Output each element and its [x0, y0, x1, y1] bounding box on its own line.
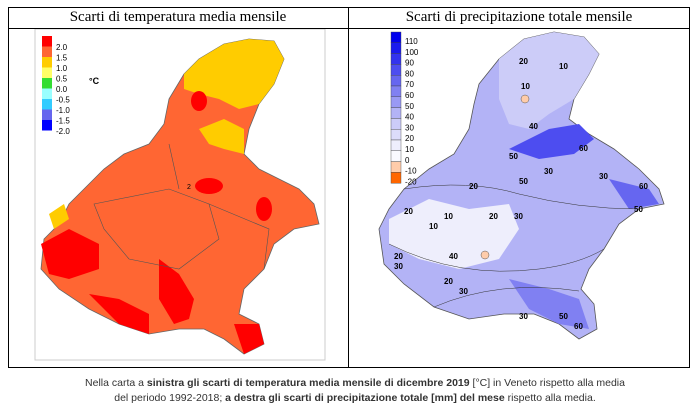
legend-swatch	[390, 64, 402, 76]
legend-swatch	[42, 99, 52, 110]
map-label: 2	[187, 184, 191, 191]
legend-label: 30	[405, 123, 414, 132]
caption-text: Nella carta a	[85, 377, 147, 389]
caption: Nella carta a sinistra gli scarti di tem…	[30, 376, 680, 406]
warm-zone-north	[184, 39, 284, 109]
caption-text: [°C] in Veneto rispetto alla media	[469, 377, 625, 389]
legend-label: 1.0	[56, 64, 68, 73]
table-right-border	[689, 7, 690, 368]
legend-label: 110	[405, 37, 418, 46]
temperature-map: 2 2.0 1.51.0 0.50.0 -0.5-1.0 -1.5-2.0 °C	[34, 29, 326, 361]
caption-line-2: del periodo 1992-2018; a destra gli scar…	[30, 391, 680, 406]
legend-swatch	[390, 107, 402, 119]
contour-label: 60	[574, 322, 583, 331]
legend-label: 1.5	[56, 54, 68, 63]
legend-swatch	[42, 109, 52, 120]
legend-label: -2.0	[56, 127, 70, 136]
contour-label: 60	[639, 182, 648, 191]
contour-label: 40	[529, 122, 538, 131]
legend-swatch	[42, 67, 52, 78]
contour-label: 20	[489, 212, 498, 221]
legend-swatch	[390, 75, 402, 87]
legend-label: 80	[405, 69, 414, 78]
contour-label: 30	[599, 172, 608, 181]
contour-label: 30	[394, 262, 403, 271]
temperature-map-panel: 2 2.0 1.5 1.0 0.5 0.0 -0.5 -1.0 -1.5 -2.0 °C	[9, 29, 348, 367]
legend-label: 20	[405, 134, 414, 143]
legend-label: 60	[405, 91, 414, 100]
caption-text: del periodo 1992-2018;	[114, 392, 226, 404]
caption-bold: sinistra gli scarti di temperatura media…	[146, 377, 470, 389]
table-header-border	[8, 28, 690, 29]
legend-swatch	[390, 42, 402, 54]
legend-swatch	[390, 172, 402, 184]
table-divider	[348, 7, 349, 368]
right-title: Scarti di precipitazione totale mensile	[405, 9, 633, 25]
contour-label: 60	[579, 144, 588, 153]
legend-swatch	[390, 85, 402, 98]
left-title: Scarti di temperatura media mensile	[69, 9, 287, 25]
contour-label: 20	[444, 277, 453, 286]
legend-swatch	[42, 120, 52, 131]
table-bottom-border	[8, 367, 690, 368]
legend-label: -0.5	[56, 96, 70, 105]
legend-swatch	[390, 53, 402, 65]
legend-label: 90	[405, 59, 414, 68]
legend-swatch	[42, 36, 52, 47]
legend-label: 70	[405, 80, 414, 89]
contour-label: 30	[514, 212, 523, 221]
contour-label: 10	[444, 212, 453, 221]
legend-swatch	[42, 57, 52, 68]
legend-label: 0.5	[56, 75, 68, 84]
legend-swatch	[390, 150, 402, 162]
legend-swatch	[42, 78, 52, 89]
legend-unit: °C	[89, 76, 100, 86]
contour-label: 50	[509, 152, 518, 161]
contour-label: 10	[559, 62, 568, 71]
hot-zone-southwest	[41, 229, 99, 279]
contour-label: 40	[449, 252, 458, 261]
legend-swatch	[390, 128, 402, 141]
legend-swatch	[390, 96, 402, 108]
legend-swatch	[42, 46, 52, 57]
legend-label: -10	[405, 167, 417, 176]
legend-swatch	[390, 139, 402, 152]
legend-label: -20	[405, 177, 417, 186]
contour-label: 50	[634, 205, 643, 214]
legend-label: 50	[405, 102, 414, 111]
contour-label: 30	[519, 312, 528, 321]
legend-label: -1.5	[56, 117, 70, 126]
legend-label: 40	[405, 113, 414, 122]
contour-label: 10	[521, 82, 530, 91]
legend-label: -1.0	[56, 106, 70, 115]
legend-swatch	[390, 31, 402, 44]
contour-label: 30	[459, 287, 468, 296]
contour-label: 20	[519, 57, 528, 66]
table-left-border	[8, 7, 9, 368]
legend-label: 100	[405, 48, 419, 57]
contour-label: 30	[544, 167, 553, 176]
legend-label: 10	[405, 145, 414, 154]
contour-label: 50	[559, 312, 568, 321]
caption-line-1: Nella carta a sinistra gli scarti di tem…	[30, 376, 680, 391]
table-top-border	[8, 7, 690, 8]
legend-swatch	[42, 88, 52, 99]
caption-bold: a destra gli scarti di precipitazione to…	[225, 392, 505, 404]
contour-label: 20	[404, 207, 413, 216]
caption-text: rispetto alla media.	[504, 392, 596, 404]
legend-label: 2.0	[56, 43, 68, 52]
contour-label: 20	[394, 252, 403, 261]
contour-label: 50	[519, 177, 528, 186]
contour-label: 20	[469, 182, 478, 191]
legend-swatch	[390, 161, 402, 173]
precipitation-map-panel: 20 10 10 40 50 60 30 50 20 30 60 50 20 10 10 20 30 20 30 30…	[349, 29, 689, 367]
legend-label: 0	[405, 156, 410, 165]
temperature-legend: 2.0 1.51.0 0.50.0 -0.5-1.0 -1.5-2.0	[42, 36, 70, 136]
legend-swatch	[390, 118, 402, 130]
legend-label: 0.0	[56, 85, 68, 94]
contour-label: 10	[429, 222, 438, 231]
